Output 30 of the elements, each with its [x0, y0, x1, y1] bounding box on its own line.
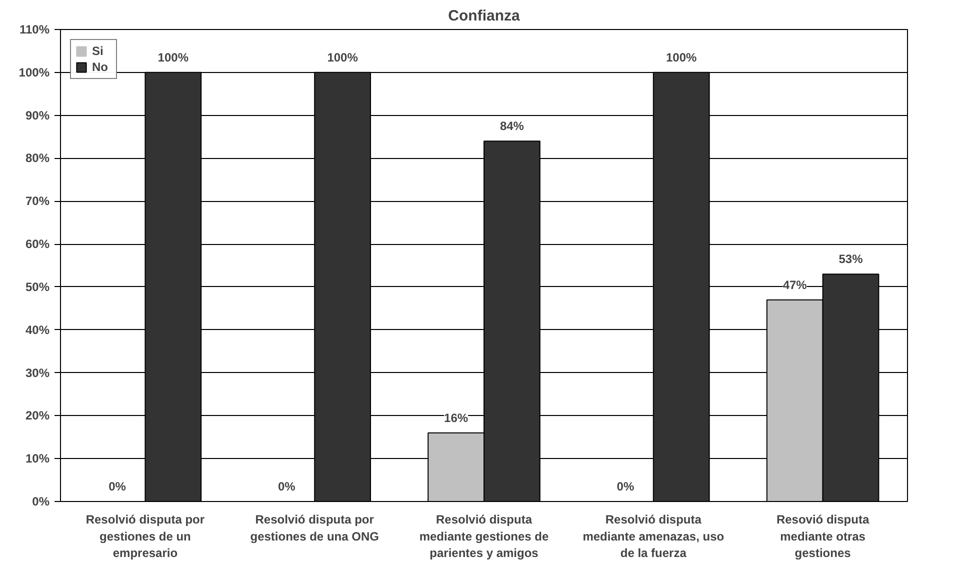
x-tick-label: Resolvió disputa por gestiones de un empresario — [86, 512, 205, 560]
x-tick-label: Resolvió disputa mediante gestiones de parientes y amigos — [419, 512, 550, 560]
y-tick-label: 30% — [25, 366, 50, 380]
chart-title: Confianza — [448, 8, 520, 24]
y-tick-label: 20% — [25, 408, 50, 423]
legend-label: No — [92, 60, 109, 74]
data-label: 0% — [278, 480, 296, 494]
data-label: 0% — [108, 480, 126, 494]
y-tick-label: 100% — [18, 65, 50, 80]
x-tick-label: Resolvió disputa mediante amenazas, uso de la fuerza — [582, 512, 724, 560]
data-label: 84% — [500, 119, 524, 134]
legend-label: Si — [92, 44, 104, 58]
data-label: 47% — [782, 278, 808, 292]
data-label: 53% — [838, 252, 864, 266]
y-tick-label: 40% — [25, 322, 50, 337]
data-label: 16% — [444, 410, 468, 425]
y-tick-label: 70% — [25, 194, 50, 208]
x-tick-label: Resovió disputa mediante otras gestiones — [776, 512, 870, 560]
y-tick-label: 50% — [25, 280, 50, 294]
data-label: 100% — [666, 50, 698, 64]
x-tick-label: Resolvió disputa por gestiones de una ONG — [250, 512, 379, 544]
y-tick-label: 110% — [19, 22, 50, 36]
data-label: 100% — [158, 50, 189, 64]
y-tick-label: 90% — [25, 108, 50, 122]
data-label: 0% — [616, 480, 634, 494]
y-tick-label: 0% — [32, 494, 50, 508]
y-tick-label: 80% — [25, 151, 50, 166]
y-tick-label: 10% — [25, 452, 50, 466]
data-label: 100% — [327, 50, 358, 64]
y-tick-label: 60% — [25, 237, 50, 252]
